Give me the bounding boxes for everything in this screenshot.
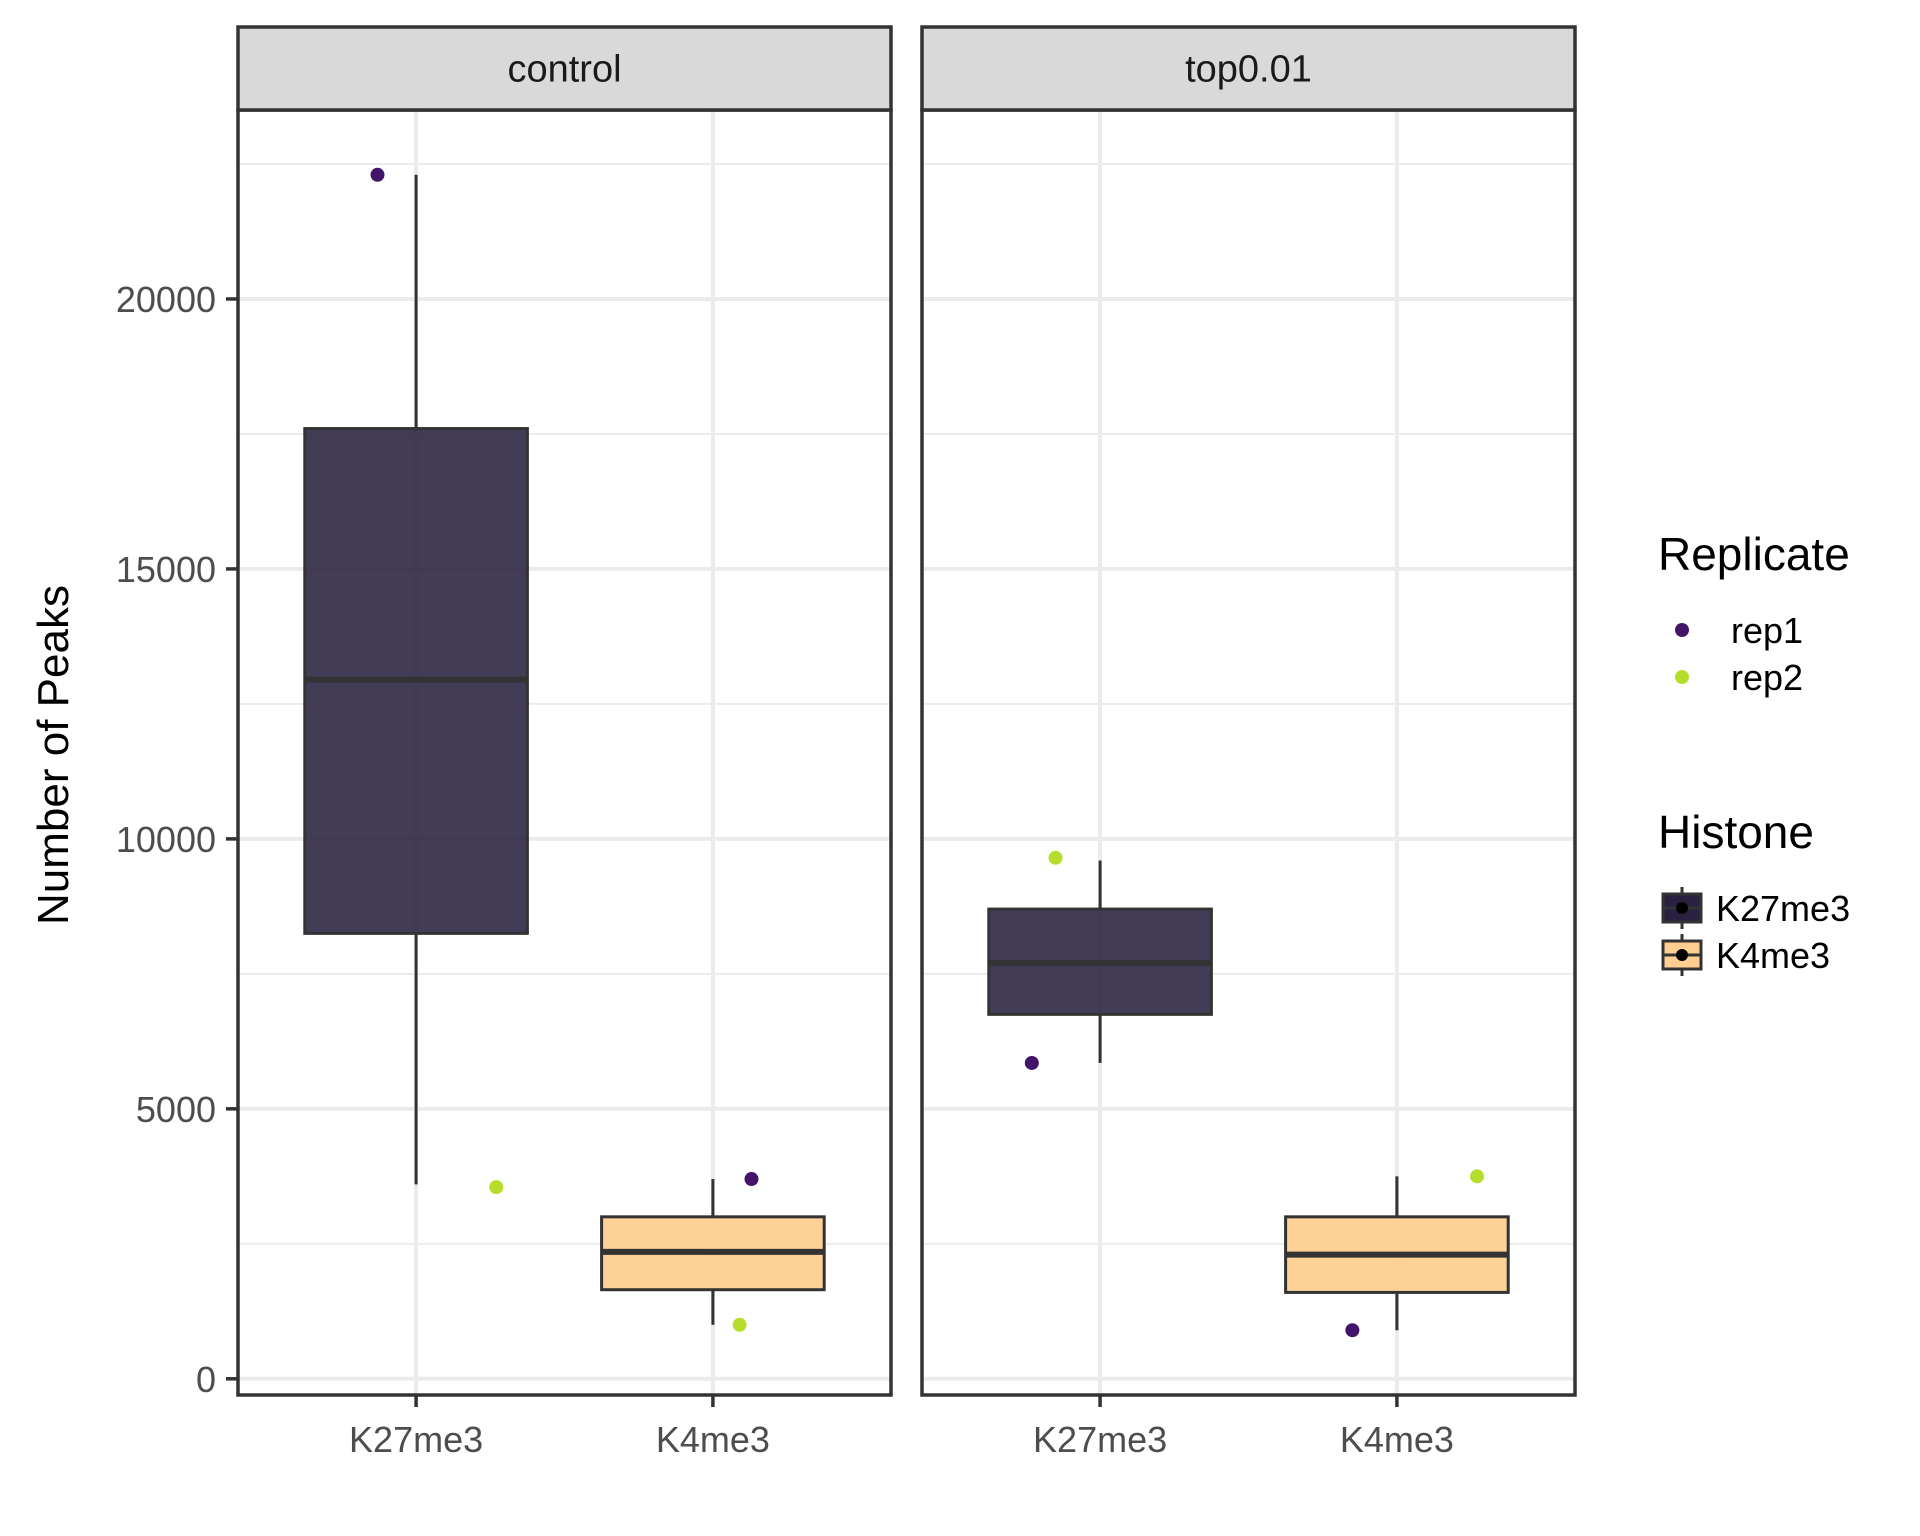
point-rep1 xyxy=(1024,1055,1039,1070)
box-k4me3 xyxy=(1284,1176,1510,1331)
x-tick-label: K27me3 xyxy=(1033,1419,1167,1460)
point-rep2 xyxy=(732,1317,747,1332)
replicate-legend: Replicate rep1 rep2 xyxy=(1658,528,1850,698)
point-rep2 xyxy=(1470,1169,1485,1184)
point-rep2 xyxy=(489,1180,504,1195)
y-axis: 0 5000 10000 15000 20000 xyxy=(116,279,238,1400)
legend-label: rep1 xyxy=(1731,610,1803,651)
legend-key-point xyxy=(1676,949,1688,961)
legend-title: Histone xyxy=(1658,806,1814,858)
y-tick-label: 0 xyxy=(196,1359,216,1400)
point-rep1 xyxy=(744,1172,759,1187)
strip-label: top0.01 xyxy=(1185,49,1312,91)
legends: Replicate rep1 rep2 Histone K27me3 K4me3 xyxy=(1658,528,1850,976)
y-tick-label: 10000 xyxy=(116,819,216,860)
box-k4me3 xyxy=(600,1179,826,1325)
strip-label: control xyxy=(507,49,621,91)
panel-background xyxy=(922,110,1575,1395)
legend-key-point xyxy=(1676,902,1688,914)
strip-background xyxy=(236,25,893,112)
point-rep1 xyxy=(1345,1323,1360,1338)
y-tick-label: 20000 xyxy=(116,279,216,320)
legend-label: rep2 xyxy=(1731,657,1803,698)
x-tick-label: K4me3 xyxy=(1340,1419,1454,1460)
legend-label: K27me3 xyxy=(1716,888,1850,929)
legend-key-k27me3 xyxy=(1661,887,1703,929)
y-tick-label: 5000 xyxy=(136,1089,216,1130)
box-k27me3 xyxy=(987,860,1213,1063)
legend-key-k4me3 xyxy=(1661,934,1703,976)
histone-legend: Histone K27me3 K4me3 xyxy=(1658,806,1850,976)
point-rep2 xyxy=(1048,850,1063,865)
legend-label: K4me3 xyxy=(1716,935,1830,976)
facet-top0-01: top0.01 K27me3 K4me3 xyxy=(920,25,1577,1460)
x-tick-label: K4me3 xyxy=(656,1419,770,1460)
legend-title: Replicate xyxy=(1658,528,1850,580)
box-k27me3 xyxy=(303,174,529,1185)
facet-panels: control K27me3 K4me3 top0.01 K27me3 K4me3 xyxy=(236,25,1577,1460)
legend-key-rep2 xyxy=(1675,670,1689,684)
facet-control: control K27me3 K4me3 xyxy=(236,25,893,1460)
legend-key-rep1 xyxy=(1675,623,1689,637)
y-axis-title: Number of Peaks xyxy=(29,585,78,925)
y-tick-label: 15000 xyxy=(116,549,216,590)
strip-background xyxy=(920,25,1577,112)
point-rep1 xyxy=(370,167,385,182)
x-tick-label: K27me3 xyxy=(349,1419,483,1460)
